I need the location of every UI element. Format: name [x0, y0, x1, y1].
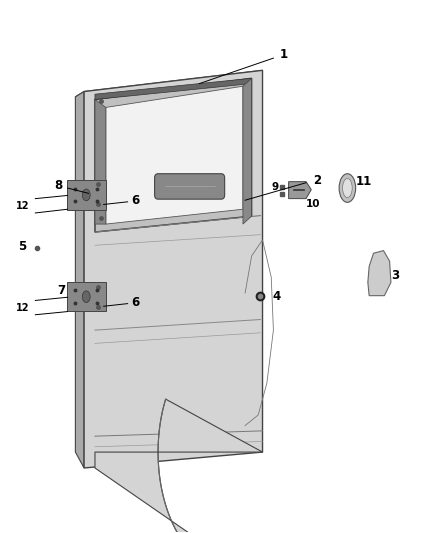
- Text: 6: 6: [131, 193, 140, 207]
- Text: 5: 5: [18, 240, 26, 253]
- Ellipse shape: [339, 174, 356, 203]
- Polygon shape: [95, 100, 106, 224]
- Text: 12: 12: [15, 303, 29, 313]
- Polygon shape: [243, 78, 252, 224]
- Text: 8: 8: [54, 180, 62, 192]
- Text: 11: 11: [355, 175, 371, 188]
- Text: 10: 10: [305, 199, 320, 209]
- Polygon shape: [67, 282, 106, 311]
- Ellipse shape: [82, 291, 90, 303]
- Text: 4: 4: [272, 290, 281, 303]
- Polygon shape: [95, 78, 252, 232]
- Text: 6: 6: [131, 296, 140, 309]
- Polygon shape: [75, 70, 262, 97]
- Polygon shape: [84, 70, 262, 468]
- Polygon shape: [67, 180, 106, 209]
- Polygon shape: [75, 92, 84, 468]
- Polygon shape: [95, 78, 252, 100]
- FancyBboxPatch shape: [155, 174, 225, 199]
- Text: 9: 9: [271, 182, 278, 192]
- Polygon shape: [368, 251, 391, 296]
- Text: 7: 7: [57, 284, 66, 297]
- Polygon shape: [95, 399, 262, 533]
- Polygon shape: [106, 86, 243, 224]
- Polygon shape: [289, 182, 311, 199]
- Ellipse shape: [343, 179, 352, 198]
- Ellipse shape: [82, 189, 90, 201]
- Text: 3: 3: [391, 269, 399, 282]
- Text: 2: 2: [313, 174, 321, 187]
- Text: 1: 1: [279, 48, 287, 61]
- Text: 12: 12: [15, 201, 29, 211]
